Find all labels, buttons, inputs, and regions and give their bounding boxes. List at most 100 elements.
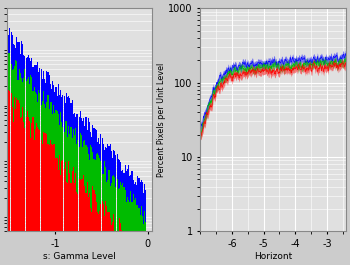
Bar: [120, 182, 121, 265]
Bar: [30, 138, 31, 265]
Bar: [84, 126, 85, 265]
Bar: [116, 235, 117, 265]
Bar: [144, 184, 145, 265]
Bar: [46, 134, 47, 265]
Bar: [20, 118, 21, 265]
Bar: [25, 56, 26, 265]
Bar: [85, 193, 86, 265]
Bar: [62, 95, 63, 265]
Bar: [121, 229, 122, 265]
Bar: [81, 118, 82, 265]
Bar: [118, 189, 119, 265]
Bar: [43, 132, 44, 265]
Bar: [75, 173, 76, 265]
Bar: [67, 97, 68, 265]
Bar: [133, 180, 134, 265]
Bar: [13, 44, 14, 265]
Bar: [27, 57, 28, 265]
Bar: [88, 197, 89, 265]
Bar: [13, 69, 14, 265]
Bar: [62, 160, 63, 265]
Bar: [25, 128, 26, 265]
Bar: [31, 123, 33, 265]
Bar: [19, 103, 20, 265]
Bar: [122, 183, 123, 265]
Bar: [76, 114, 77, 265]
Bar: [8, 53, 9, 265]
Bar: [58, 170, 59, 265]
Bar: [105, 167, 106, 265]
Bar: [58, 114, 59, 265]
Bar: [65, 121, 66, 265]
Bar: [36, 65, 37, 265]
Bar: [27, 111, 28, 265]
Bar: [78, 117, 79, 265]
Bar: [15, 60, 16, 265]
Bar: [126, 202, 127, 265]
Bar: [57, 96, 58, 265]
Bar: [80, 180, 81, 265]
Bar: [134, 184, 135, 265]
Bar: [143, 224, 144, 265]
Bar: [21, 78, 22, 265]
Bar: [49, 109, 50, 265]
Bar: [124, 187, 125, 265]
Bar: [94, 129, 96, 265]
Bar: [127, 197, 128, 265]
X-axis label: Horizont: Horizont: [254, 252, 292, 261]
Bar: [135, 198, 136, 265]
Bar: [35, 129, 36, 265]
Bar: [91, 137, 92, 265]
Bar: [34, 65, 35, 265]
Bar: [108, 146, 110, 265]
Bar: [124, 173, 125, 265]
Bar: [64, 96, 65, 265]
Bar: [8, 35, 9, 265]
Bar: [50, 83, 51, 265]
Bar: [23, 55, 24, 265]
Bar: [84, 186, 85, 265]
Bar: [141, 180, 142, 265]
Bar: [41, 105, 42, 265]
Bar: [44, 104, 45, 265]
Bar: [70, 127, 71, 265]
Bar: [117, 154, 118, 265]
Bar: [88, 154, 89, 265]
X-axis label: s: Gamma Level: s: Gamma Level: [43, 252, 116, 261]
Bar: [142, 216, 143, 265]
Bar: [90, 132, 91, 265]
Bar: [99, 158, 100, 265]
Bar: [61, 97, 62, 265]
Bar: [72, 171, 73, 265]
Bar: [16, 99, 18, 265]
Bar: [114, 239, 115, 265]
Bar: [78, 147, 79, 265]
Bar: [60, 175, 61, 265]
Bar: [74, 113, 75, 265]
Bar: [64, 132, 65, 265]
Bar: [132, 257, 133, 265]
Bar: [59, 95, 60, 265]
Bar: [102, 174, 103, 265]
Bar: [65, 162, 66, 265]
Bar: [144, 246, 145, 265]
Bar: [25, 69, 26, 265]
Bar: [8, 90, 9, 265]
Bar: [113, 214, 114, 265]
Bar: [14, 45, 15, 265]
Bar: [38, 129, 39, 265]
Bar: [55, 158, 57, 265]
Bar: [77, 195, 78, 265]
Bar: [74, 183, 75, 265]
Bar: [30, 61, 31, 265]
Bar: [90, 208, 91, 265]
Bar: [21, 41, 22, 265]
Bar: [10, 93, 12, 265]
Bar: [82, 148, 83, 265]
Bar: [82, 179, 83, 265]
Bar: [9, 91, 10, 265]
Bar: [127, 237, 128, 265]
Bar: [44, 133, 45, 265]
Bar: [29, 121, 30, 265]
Bar: [34, 87, 35, 265]
